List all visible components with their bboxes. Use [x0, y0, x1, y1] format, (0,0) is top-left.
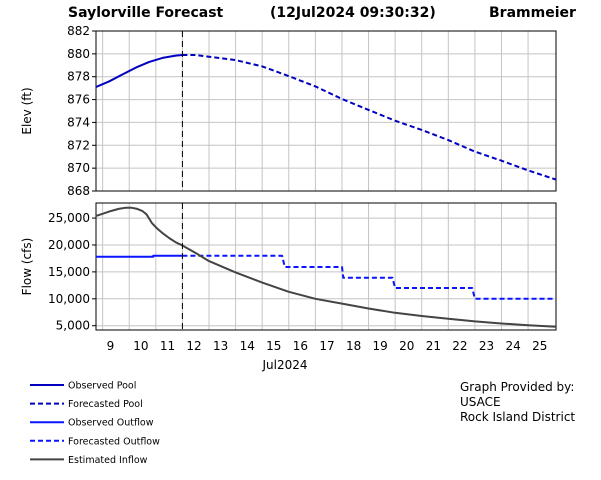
chart-timestamp: (12Jul2024 09:30:32) [270, 5, 436, 21]
x-tick-label: 25 [532, 339, 547, 353]
flow-ytick-label: 10,000 [48, 292, 90, 306]
x-axis: 9 10 11 12 13 14 15 16 17 18 19 20 21 22 23 24 25 Jul2024 [107, 339, 548, 372]
flow-ytick-label: 15,000 [48, 265, 90, 279]
x-tick-label: 24 [505, 339, 520, 353]
series-observed-outflow [96, 254, 183, 258]
elev-ytick-label: 874 [67, 115, 90, 129]
flow-ytick-label: 25,000 [48, 211, 90, 225]
x-tick-label: 12 [186, 339, 201, 353]
series-observed-pool [95, 54, 183, 88]
elev-ytick-label: 876 [67, 93, 90, 107]
legend: Observed Pool Forecasted Pool Observed Out… [30, 381, 160, 466]
x-tick-label: 17 [319, 339, 334, 353]
elev-ytick-label: 878 [67, 70, 90, 84]
elev-ytick-label: 870 [67, 161, 90, 175]
elev-ylabel: Elev (ft) [20, 87, 34, 134]
x-tick-label: 21 [426, 339, 441, 353]
legend-label: Estimated Inflow [68, 455, 148, 466]
flow-ytick-label: 20,000 [48, 238, 90, 252]
elev-frame [95, 30, 557, 192]
elev-ytick-label: 868 [67, 184, 90, 198]
legend-label: Forecasted Outflow [68, 436, 160, 447]
x-tick-label: 15 [266, 339, 281, 353]
legend-label: Observed Pool [68, 381, 136, 392]
elev-ytick-label: 880 [67, 47, 90, 61]
x-tick-label: 9 [107, 339, 115, 353]
credit-line-3: Rock Island District [460, 410, 575, 424]
chart-author: Brammeier [489, 5, 576, 21]
legend-label: Forecasted Pool [68, 399, 143, 410]
x-tick-label: 22 [452, 339, 467, 353]
series-estimated-inflow [95, 206, 557, 328]
series-forecasted-outflow [182, 254, 556, 300]
x-tick-label: 23 [479, 339, 494, 353]
series-forecasted-pool [182, 54, 557, 181]
x-tick-label: 16 [293, 339, 308, 353]
credit-line-2: USACE [460, 395, 501, 409]
flow-frame [95, 202, 557, 331]
x-axis-sublabel: Jul2024 [261, 358, 307, 372]
x-tick-label: 13 [213, 339, 228, 353]
x-tick-label: 19 [373, 339, 388, 353]
flow-ytick-label: 5,000 [56, 319, 90, 333]
x-tick-label: 18 [346, 339, 361, 353]
x-tick-label: 10 [133, 339, 148, 353]
x-tick-label: 20 [399, 339, 414, 353]
x-tick-label: 11 [160, 339, 175, 353]
flow-panel: 5,000 10,000 15,000 20,000 25,000 Flow (cfs) [20, 202, 557, 333]
elev-ytick-label: 872 [67, 138, 90, 152]
flow-ylabel: Flow (cfs) [20, 238, 34, 296]
chart-title: Saylorville Forecast [68, 5, 224, 21]
x-tick-label: 14 [240, 339, 255, 353]
legend-label: Observed Outflow [68, 418, 154, 429]
elev-ytick-label: 882 [67, 24, 90, 38]
credit-line-1: Graph Provided by: [460, 380, 574, 394]
elevation-panel: 868 870 872 874 876 878 880 882 Elev (ft) [20, 24, 557, 198]
